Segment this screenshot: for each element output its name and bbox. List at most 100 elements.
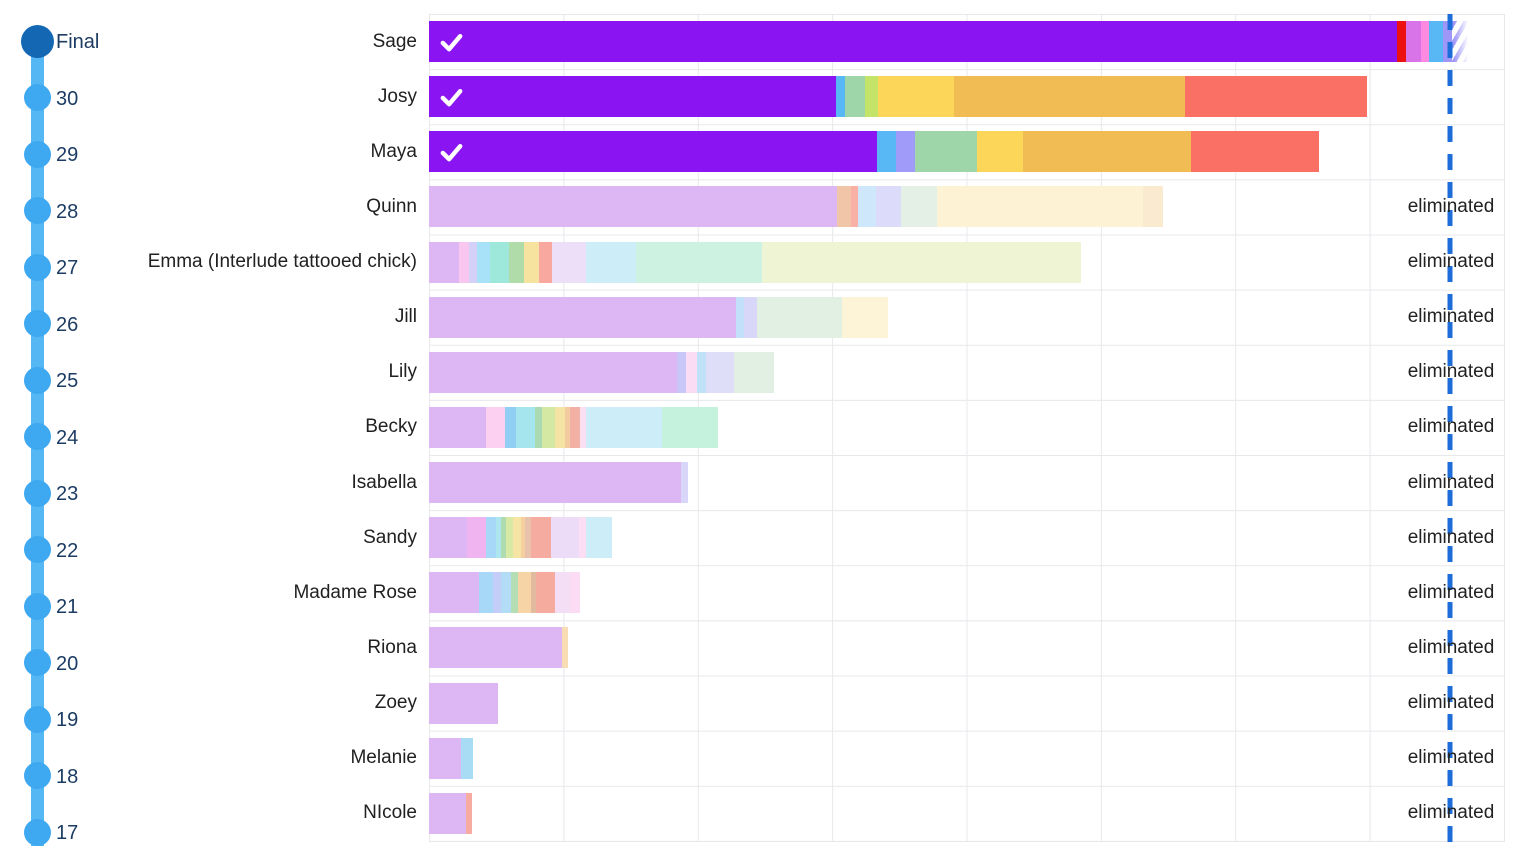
bar-segment[interactable] [762, 241, 1081, 283]
stacked-bar[interactable] [429, 186, 1163, 228]
bar-segment[interactable] [429, 296, 736, 338]
bar-segment[interactable] [662, 406, 718, 448]
bar-segment[interactable] [552, 241, 586, 283]
stacked-bar[interactable] [429, 296, 888, 338]
bar-segment[interactable] [429, 21, 1397, 62]
bar-segment[interactable] [579, 517, 586, 559]
bar-segment[interactable] [513, 517, 521, 559]
bar-segment[interactable] [516, 406, 535, 448]
bar-segment[interactable] [1429, 21, 1443, 62]
bar-segment[interactable] [509, 241, 524, 283]
bar-segment[interactable] [1397, 21, 1406, 62]
bar-segment[interactable] [876, 186, 901, 228]
bar-segment[interactable] [744, 296, 757, 338]
timeline-node[interactable] [24, 479, 51, 507]
bar-segment[interactable] [878, 76, 954, 118]
timeline-node[interactable] [24, 536, 51, 563]
bar-segment[interactable] [877, 131, 896, 173]
bar-segment[interactable] [429, 351, 677, 393]
stacked-bar[interactable] [429, 406, 718, 448]
bar-segment[interactable] [429, 517, 467, 559]
timeline-node[interactable] [24, 197, 51, 224]
timeline-node[interactable] [24, 649, 51, 676]
stacked-bar[interactable] [429, 131, 1319, 173]
stacked-bar[interactable] [429, 351, 774, 393]
timeline-node[interactable] [24, 818, 51, 846]
stacked-bar[interactable] [429, 76, 1367, 118]
stacked-bar[interactable] [429, 737, 473, 779]
timeline-node[interactable] [24, 762, 51, 789]
bar-segment[interactable] [697, 351, 706, 393]
bar-segment[interactable] [562, 627, 568, 669]
bar-segment[interactable] [706, 351, 734, 393]
bar-segment[interactable] [524, 241, 539, 283]
stacked-bar[interactable] [429, 682, 498, 724]
bar-segment[interactable] [511, 572, 518, 614]
bar-segment[interactable] [896, 131, 915, 173]
bar-segment[interactable] [518, 572, 531, 614]
bar-segment[interactable] [539, 241, 552, 283]
bar-segment[interactable] [501, 517, 506, 559]
bar-segment[interactable] [535, 406, 542, 448]
bar-segment[interactable] [555, 406, 565, 448]
bar-segment[interactable] [636, 241, 762, 283]
bar-segment[interactable] [580, 406, 586, 448]
bar-segment[interactable] [901, 186, 937, 228]
bar-segment[interactable] [429, 241, 459, 283]
bar-segment[interactable] [1421, 21, 1429, 62]
stacked-bar[interactable] [429, 792, 472, 834]
bar-segment[interactable] [570, 406, 580, 448]
bar-segment[interactable] [542, 406, 555, 448]
bar-segment[interactable] [915, 131, 977, 173]
bar-segment[interactable] [686, 351, 697, 393]
timeline-node[interactable] [24, 705, 51, 733]
bar-segment[interactable] [1185, 76, 1367, 118]
bar-segment[interactable] [586, 241, 636, 283]
stacked-bar[interactable] [429, 517, 612, 559]
timeline-node[interactable] [24, 366, 51, 394]
stacked-bar[interactable] [429, 21, 1469, 62]
bar-segment[interactable] [486, 517, 496, 559]
bar-segment[interactable] [977, 131, 1023, 173]
bar-segment[interactable] [429, 131, 877, 173]
bar-segment[interactable] [429, 792, 466, 834]
bar-segment[interactable] [429, 186, 837, 228]
bar-segment[interactable] [477, 241, 490, 283]
bar-segment[interactable] [429, 572, 479, 614]
timeline-node[interactable] [24, 310, 51, 337]
bar-segment[interactable] [536, 572, 555, 614]
timeline-node[interactable] [24, 592, 51, 620]
bar-segment[interactable] [531, 572, 536, 614]
bar-segment[interactable] [531, 517, 551, 559]
bar-segment[interactable] [586, 517, 612, 559]
bar-segment[interactable] [551, 517, 579, 559]
bar-segment[interactable] [490, 241, 509, 283]
bar-segment[interactable] [757, 296, 842, 338]
bar-segment[interactable] [461, 737, 473, 779]
bar-segment[interactable] [496, 517, 501, 559]
bar-segment[interactable] [851, 186, 858, 228]
stacked-bar[interactable] [429, 627, 568, 669]
bar-segment[interactable] [570, 572, 580, 614]
bar-segment[interactable] [501, 572, 511, 614]
bar-segment[interactable] [525, 517, 531, 559]
bar-segment[interactable] [429, 76, 836, 118]
bar-segment[interactable] [845, 76, 865, 118]
bar-segment[interactable] [469, 241, 477, 283]
bar-segment[interactable] [858, 186, 876, 228]
bar-segment[interactable] [429, 737, 461, 779]
bar-segment[interactable] [467, 517, 486, 559]
bar-segment[interactable] [565, 406, 570, 448]
bar-segment[interactable] [479, 572, 493, 614]
bar-segment[interactable] [466, 792, 472, 834]
bar-segment[interactable] [681, 462, 688, 504]
timeline-node[interactable] [24, 140, 51, 168]
timeline-node[interactable] [24, 253, 51, 281]
bar-segment[interactable] [842, 296, 888, 338]
bar-segment[interactable] [521, 517, 525, 559]
stacked-bar[interactable] [429, 241, 1081, 283]
bar-segment[interactable] [1143, 186, 1163, 228]
bar-segment[interactable] [1191, 131, 1319, 173]
bar-segment[interactable] [865, 76, 878, 118]
bar-segment[interactable] [937, 186, 1143, 228]
